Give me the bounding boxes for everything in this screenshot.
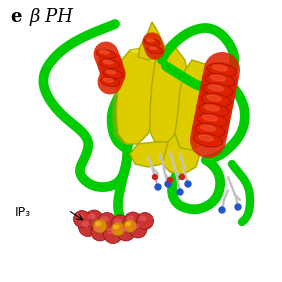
Polygon shape	[150, 47, 190, 142]
Ellipse shape	[201, 125, 215, 131]
Polygon shape	[175, 60, 218, 150]
Ellipse shape	[96, 222, 101, 226]
Ellipse shape	[197, 113, 227, 127]
Ellipse shape	[146, 38, 154, 41]
Ellipse shape	[195, 123, 225, 137]
Ellipse shape	[82, 222, 89, 226]
Ellipse shape	[136, 213, 153, 230]
Ellipse shape	[106, 70, 116, 74]
Ellipse shape	[98, 213, 116, 232]
Ellipse shape	[177, 189, 183, 195]
Ellipse shape	[100, 60, 120, 69]
Ellipse shape	[111, 215, 129, 233]
Ellipse shape	[94, 227, 101, 232]
Ellipse shape	[103, 78, 113, 82]
Ellipse shape	[180, 175, 184, 180]
Ellipse shape	[219, 207, 225, 213]
Ellipse shape	[155, 184, 161, 190]
Ellipse shape	[235, 204, 241, 210]
Ellipse shape	[100, 78, 120, 87]
Ellipse shape	[168, 177, 173, 182]
Ellipse shape	[199, 135, 213, 141]
Ellipse shape	[140, 216, 146, 221]
Ellipse shape	[211, 75, 225, 81]
Ellipse shape	[129, 220, 147, 238]
Ellipse shape	[74, 210, 91, 228]
Polygon shape	[130, 47, 155, 62]
Ellipse shape	[103, 224, 122, 243]
Ellipse shape	[101, 217, 108, 222]
Ellipse shape	[96, 50, 116, 58]
Ellipse shape	[103, 70, 123, 78]
Ellipse shape	[127, 216, 134, 221]
Ellipse shape	[124, 212, 142, 230]
Ellipse shape	[207, 95, 221, 101]
Text: e: e	[10, 8, 21, 26]
Polygon shape	[112, 62, 126, 144]
Ellipse shape	[202, 115, 217, 121]
Polygon shape	[130, 134, 175, 167]
Polygon shape	[138, 22, 165, 60]
Ellipse shape	[203, 83, 233, 97]
Ellipse shape	[121, 227, 127, 232]
Ellipse shape	[103, 60, 113, 64]
Ellipse shape	[78, 217, 98, 237]
Ellipse shape	[209, 85, 223, 91]
Ellipse shape	[185, 181, 191, 187]
Ellipse shape	[153, 175, 158, 180]
Ellipse shape	[193, 133, 223, 147]
Polygon shape	[162, 134, 200, 174]
Ellipse shape	[89, 214, 95, 219]
Ellipse shape	[111, 222, 125, 236]
Ellipse shape	[149, 47, 157, 50]
Ellipse shape	[77, 214, 83, 219]
Ellipse shape	[144, 38, 160, 46]
Ellipse shape	[126, 222, 131, 226]
Ellipse shape	[165, 181, 171, 187]
Ellipse shape	[147, 47, 163, 54]
Ellipse shape	[207, 63, 237, 77]
Ellipse shape	[93, 219, 107, 233]
Ellipse shape	[117, 223, 135, 241]
Text: β PH: β PH	[30, 8, 74, 26]
Ellipse shape	[133, 224, 139, 228]
Ellipse shape	[114, 225, 119, 229]
Ellipse shape	[107, 229, 114, 233]
Ellipse shape	[205, 105, 219, 111]
Polygon shape	[116, 47, 158, 144]
Ellipse shape	[99, 50, 109, 54]
Ellipse shape	[91, 223, 109, 241]
Ellipse shape	[114, 219, 121, 224]
Text: IP₃: IP₃	[15, 206, 31, 219]
Ellipse shape	[85, 210, 103, 228]
Ellipse shape	[213, 65, 227, 71]
Ellipse shape	[199, 103, 229, 117]
Ellipse shape	[124, 219, 136, 232]
Ellipse shape	[205, 73, 235, 87]
Ellipse shape	[201, 93, 231, 107]
